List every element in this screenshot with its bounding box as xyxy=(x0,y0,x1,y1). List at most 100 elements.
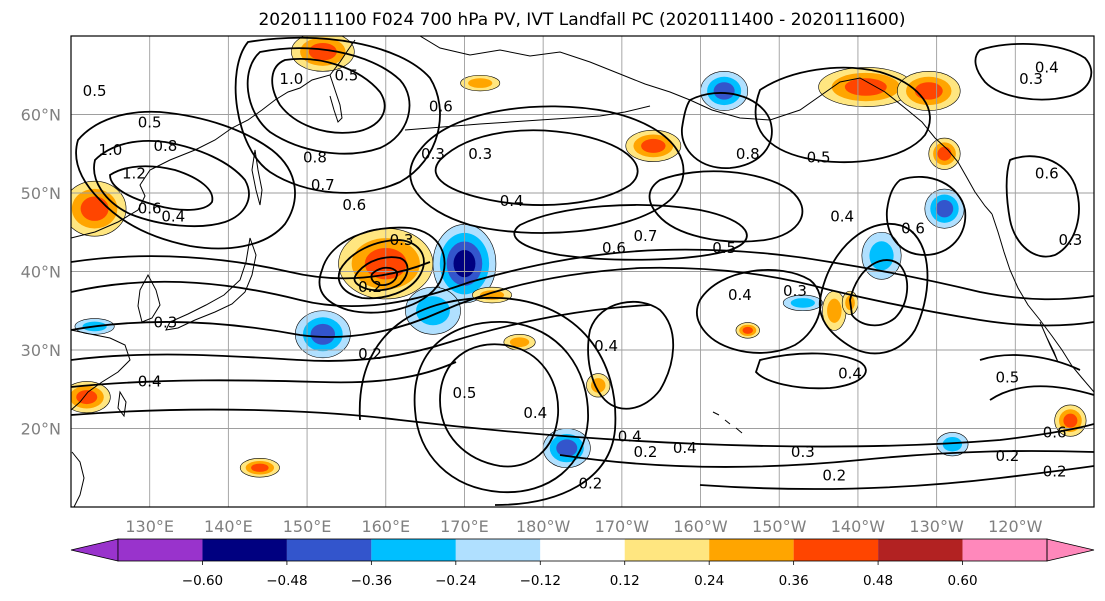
pv-anomaly-shade xyxy=(937,146,952,161)
contour-label: 0.6 xyxy=(1043,423,1067,441)
contour-labels: 0.51.0 0.80.51.20.6 0.41.0 0.50.80.70.60.30… xyxy=(83,58,1083,492)
colorbar-frame xyxy=(117,538,1048,562)
contour-label: 0.2 xyxy=(358,278,382,296)
contour-label: 0.4 xyxy=(618,427,642,445)
pv-contour-line xyxy=(696,269,822,354)
pv-contour-line xyxy=(818,222,929,355)
pv-contour-line xyxy=(75,110,296,250)
colorbar-segment xyxy=(455,539,541,561)
pv-contour-line xyxy=(979,354,1081,371)
pv-contour-line xyxy=(271,58,386,134)
colorbar-tick-label: 0.12 xyxy=(610,573,640,589)
pv-contour-line xyxy=(71,248,1094,308)
pv-contour-line xyxy=(71,361,457,388)
pv-contour-line xyxy=(318,226,446,314)
contour-label: 0.3 xyxy=(468,145,492,163)
korea-coastline xyxy=(137,273,161,323)
pv-contour-line xyxy=(513,204,748,261)
kamchatka-coastline xyxy=(329,74,343,123)
colorbar-segment xyxy=(709,539,794,561)
pv-contour-line xyxy=(353,256,409,292)
contour-label: 0.6 xyxy=(1035,164,1059,182)
contour-label: 0.2 xyxy=(634,443,658,461)
hawaii-islands xyxy=(712,411,743,434)
pv-contour-line xyxy=(886,175,967,256)
contour-label: 0.3 xyxy=(791,443,815,461)
longitude-tick-label: 150°E xyxy=(283,517,332,536)
colorbar-tick-label: 0.36 xyxy=(779,573,809,589)
pv-anomaly-shade xyxy=(713,82,735,100)
latitude-tick-label: 40°N xyxy=(21,263,61,282)
aleutian-islands-coastline xyxy=(404,105,651,131)
pv-anomaly-shade xyxy=(914,82,943,100)
latitude-tick-label: 60°N xyxy=(21,106,61,125)
pv-anomaly-shade xyxy=(308,42,337,61)
contour-label: 0.5 xyxy=(83,82,107,100)
pv-contour-line xyxy=(413,321,589,493)
map-frame xyxy=(70,35,1095,508)
pv-contour-line xyxy=(71,304,651,362)
contour-label: 0.3 xyxy=(1058,231,1082,249)
pv-anomaly-shade xyxy=(935,199,954,218)
latitude-tick-label: 30°N xyxy=(21,341,61,360)
pv-contour-line xyxy=(409,105,685,234)
pv-contour-line xyxy=(399,419,1094,448)
contour-label: 0.5 xyxy=(996,368,1020,386)
colorbar-tick-label: 0.48 xyxy=(863,573,893,589)
taiwan-coastline xyxy=(117,390,127,418)
pv-contour-line xyxy=(71,408,401,421)
china-coastline xyxy=(71,329,131,411)
lat-lon-gridlines xyxy=(71,36,1094,507)
pv-contour-line xyxy=(93,140,250,227)
map-area: 0.51.0 0.80.51.20.6 0.41.0 0.50.80.70.60.30… xyxy=(71,36,1094,507)
pv-contour-line xyxy=(559,450,1094,468)
pv-contours xyxy=(71,36,1094,506)
contour-label: 0.4 xyxy=(1035,58,1059,76)
pv-anomaly-shade xyxy=(310,323,336,345)
pv-contour-line xyxy=(1005,155,1080,258)
pv-contour-line xyxy=(849,259,909,327)
contour-label: 0.4 xyxy=(594,337,618,355)
colorbar-tick-label: −0.60 xyxy=(182,573,223,589)
pv-anomaly-shade xyxy=(742,326,753,334)
pv-contour-line xyxy=(681,92,773,169)
pv-anomaly-shade xyxy=(509,337,530,347)
pv-contour-line xyxy=(699,465,1094,490)
contour-label: 0.6 xyxy=(138,200,162,218)
colorbar-segment xyxy=(962,539,1047,561)
pv-contour-line xyxy=(989,385,1094,401)
pv-anomaly-shade xyxy=(790,298,815,308)
colorbar-tick-label: −0.12 xyxy=(520,573,561,589)
colorbar-segment xyxy=(878,539,963,561)
contour-label: 0.8 xyxy=(736,145,760,163)
contour-label: 0.4 xyxy=(523,404,547,422)
longitude-tick-label: 180°W xyxy=(516,517,571,536)
contour-label: 0.2 xyxy=(1043,463,1067,481)
pv-contour-line xyxy=(434,129,639,206)
contour-label: 0.5 xyxy=(138,113,162,131)
pv-anomaly-shade xyxy=(468,78,493,88)
pv-contour-line xyxy=(974,43,1093,101)
contour-label: 0.4 xyxy=(838,365,862,383)
colorbar-tick-label: −0.36 xyxy=(351,573,392,589)
contour-label: 0.4 xyxy=(500,192,524,210)
longitude-tick-labels: 130°E 140°E 150°E 160°E 170°E 180°W 170°W 160°W… xyxy=(125,517,1042,536)
pv-contour-line xyxy=(358,296,617,506)
chart-title: 2020111100 F024 700 hPa PV, IVT Landfall… xyxy=(258,10,905,30)
contour-label: 1.2 xyxy=(122,164,146,182)
colorbar-segment xyxy=(286,539,372,561)
longitude-tick-label: 160°W xyxy=(673,517,728,536)
pv-contour-line xyxy=(337,239,425,300)
latitude-tick-labels: 20°N 30°N 40°N 50°N 60°N xyxy=(21,106,61,439)
contour-label: 0.6 xyxy=(342,196,366,214)
colorbar-segment xyxy=(624,539,710,561)
pv-anomaly-shade xyxy=(80,196,109,221)
pv-contour-line xyxy=(439,343,559,468)
longitude-tick-label: 120°W xyxy=(988,517,1043,536)
pv-contour-line xyxy=(71,255,431,280)
contour-label: 0.3 xyxy=(390,231,414,249)
colorbar-tick-label: −0.24 xyxy=(435,573,476,589)
contour-label: 0.3 xyxy=(154,314,178,332)
contour-label: 0.8 xyxy=(154,137,178,155)
